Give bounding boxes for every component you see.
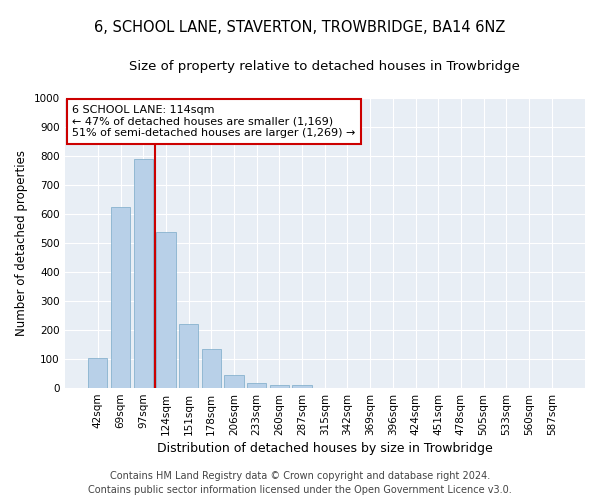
Bar	[202, 349, 221, 388]
Text: 6 SCHOOL LANE: 114sqm
← 47% of detached houses are smaller (1,169)
51% of semi-d: 6 SCHOOL LANE: 114sqm ← 47% of detached …	[73, 105, 356, 138]
Bar	[134, 159, 153, 388]
Y-axis label: Number of detached properties: Number of detached properties	[15, 150, 28, 336]
Bar	[270, 384, 289, 388]
Bar	[224, 374, 244, 388]
X-axis label: Distribution of detached houses by size in Trowbridge: Distribution of detached houses by size …	[157, 442, 493, 455]
Title: Size of property relative to detached houses in Trowbridge: Size of property relative to detached ho…	[130, 60, 520, 73]
Bar	[111, 207, 130, 388]
Text: 6, SCHOOL LANE, STAVERTON, TROWBRIDGE, BA14 6NZ: 6, SCHOOL LANE, STAVERTON, TROWBRIDGE, B…	[94, 20, 506, 35]
Bar	[247, 383, 266, 388]
Text: Contains HM Land Registry data © Crown copyright and database right 2024.
Contai: Contains HM Land Registry data © Crown c…	[88, 471, 512, 495]
Bar	[88, 358, 107, 388]
Bar	[179, 324, 198, 388]
Bar	[292, 385, 312, 388]
Bar	[156, 232, 176, 388]
